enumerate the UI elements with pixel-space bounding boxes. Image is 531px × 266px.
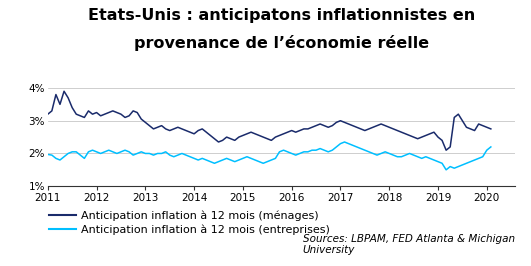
Text: provenance de l’économie réelle: provenance de l’économie réelle — [134, 35, 429, 51]
Text: Etats-Unis : anticipatons inflationnistes en: Etats-Unis : anticipatons inflationniste… — [88, 8, 475, 23]
Text: Sources: LBPAM, FED Atlanta & Michigan
University: Sources: LBPAM, FED Atlanta & Michigan U… — [303, 234, 515, 255]
Legend: Anticipation inflation à 12 mois (ménages), Anticipation inflation à 12 mois (en: Anticipation inflation à 12 mois (ménage… — [49, 211, 330, 235]
